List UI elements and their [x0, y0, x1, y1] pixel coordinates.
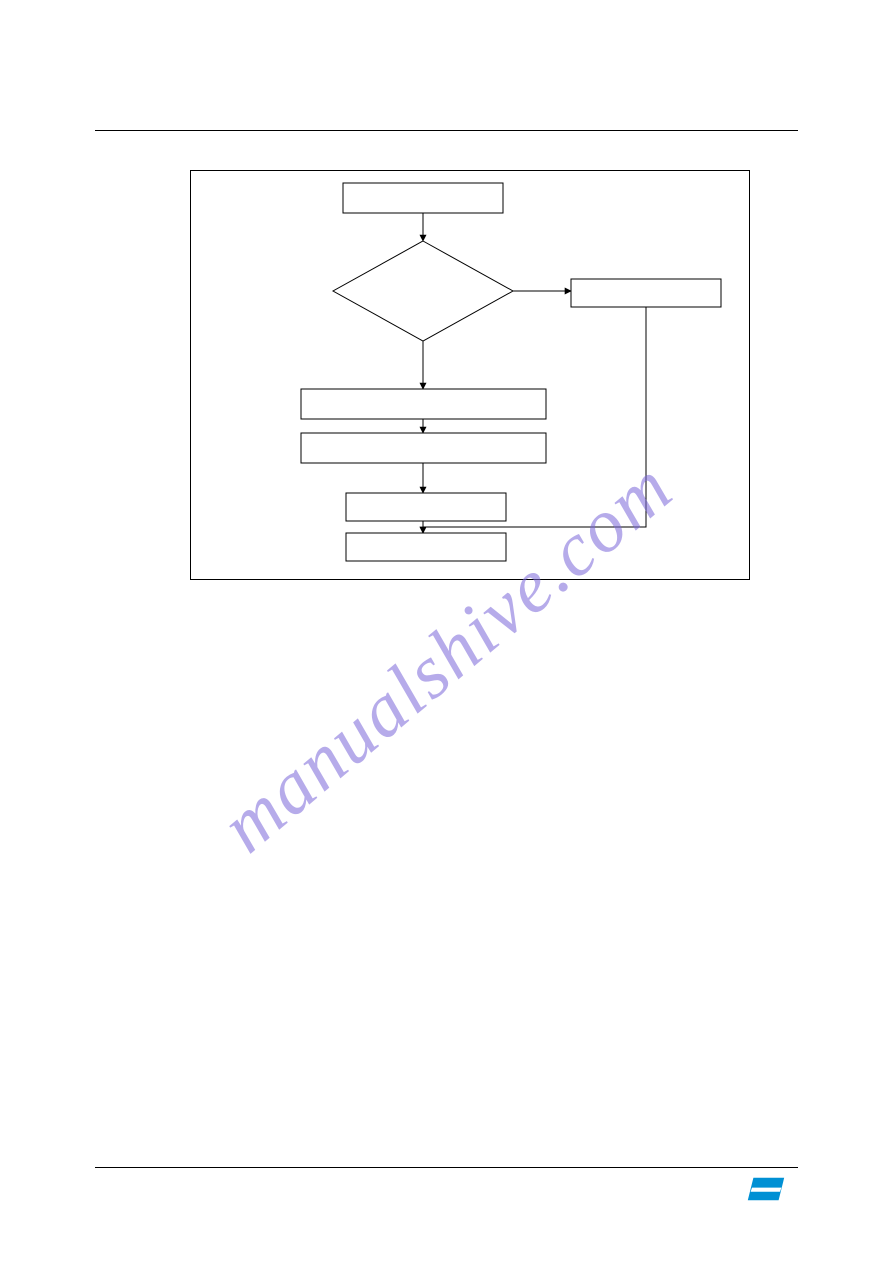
flow-node-start	[343, 183, 503, 213]
flow-node-step3	[346, 493, 506, 521]
figure-frame	[190, 170, 750, 580]
footer-rule	[95, 1167, 798, 1168]
flow-node-decision	[333, 241, 513, 341]
flow-node-end	[346, 533, 506, 561]
flow-node-side	[571, 279, 721, 307]
flowchart-svg	[191, 171, 751, 581]
flow-node-step1	[301, 389, 546, 419]
flow-node-step2	[301, 433, 546, 463]
header-rule	[95, 130, 798, 131]
st-logo-icon	[744, 1175, 788, 1203]
